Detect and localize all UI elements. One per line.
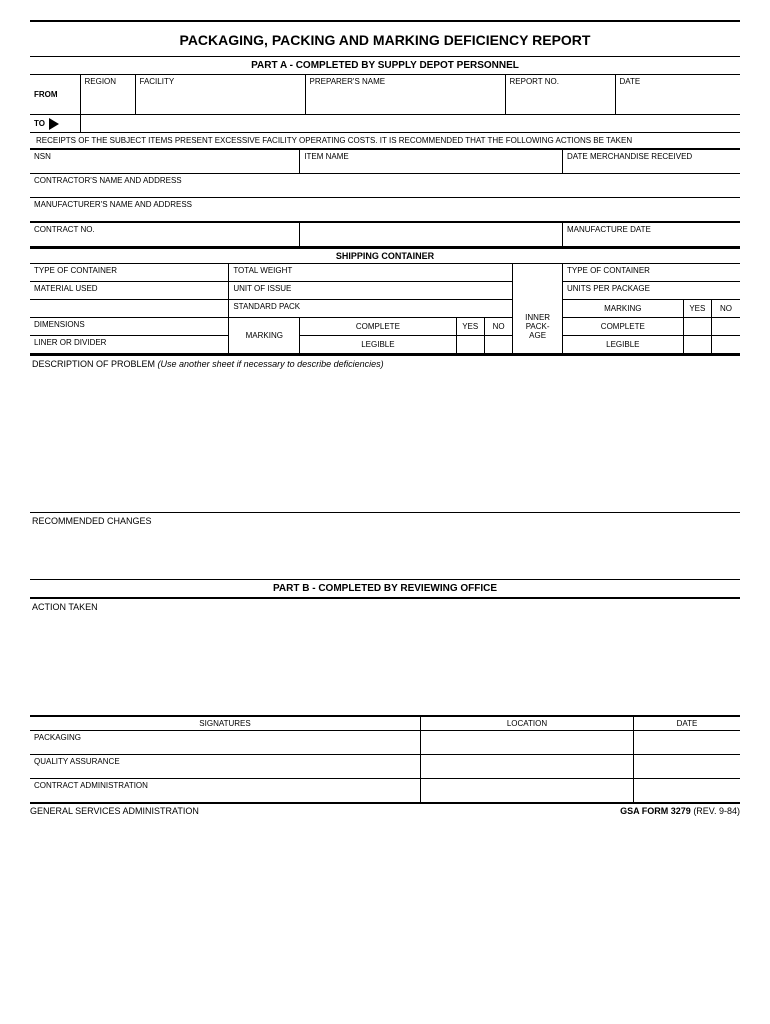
contract-admin-row[interactable]: CONTRACT ADMINISTRATION — [30, 779, 421, 803]
footer-right: GSA FORM 3279 (REV. 9-84) — [620, 806, 740, 816]
part-b-header: PART B - COMPLETED BY REVIEWING OFFICE — [30, 580, 740, 597]
action-taken-label: ACTION TAKEN — [30, 599, 740, 615]
triangle-icon — [49, 118, 59, 130]
no-header-2: NO — [712, 300, 740, 318]
legible-left: LEGIBLE — [300, 336, 456, 354]
qa-loc[interactable] — [421, 755, 634, 779]
manufacture-date-cell[interactable]: MANUFACTURE DATE — [562, 223, 740, 247]
to-label: TO — [30, 115, 80, 133]
receipts-note: RECEIPTS OF THE SUBJECT ITEMS PRESENT EX… — [30, 133, 740, 149]
facility-cell[interactable]: FACILITY — [135, 75, 305, 115]
standard-pack-cell[interactable]: STANDARD PACK — [229, 300, 513, 318]
loc-header: LOCATION — [421, 716, 634, 731]
shipping-table: TYPE OF CONTAINER TOTAL WEIGHT TYPE OF C… — [30, 263, 740, 354]
packaging-loc[interactable] — [421, 731, 634, 755]
footer: GENERAL SERVICES ADMINISTRATION GSA FORM… — [30, 804, 740, 816]
header-table: FROM REGION FACILITY PREPARER'S NAME REP… — [30, 74, 740, 149]
date-header: DATE — [634, 716, 741, 731]
rec-area[interactable] — [30, 529, 740, 579]
inner-package-label: INNER PACK-AGE — [513, 300, 563, 354]
shipping-header: SHIPPING CONTAINER — [30, 249, 740, 263]
yes-cell-r2[interactable] — [683, 336, 711, 354]
item-name-cell[interactable]: ITEM NAME — [300, 150, 563, 174]
material-used-cell[interactable]: MATERIAL USED — [30, 282, 229, 300]
contract-table: CONTRACT NO. MANUFACTURE DATE — [30, 222, 740, 247]
item-table: NSN ITEM NAME DATE MERCHANDISE RECEIVED … — [30, 149, 740, 222]
inner-spacer — [513, 264, 563, 300]
complete-left: COMPLETE — [300, 318, 456, 336]
qa-date[interactable] — [634, 755, 741, 779]
report-no-cell[interactable]: REPORT NO. — [505, 75, 615, 115]
no-header-1: NO — [484, 318, 512, 336]
contract-admin-loc[interactable] — [421, 779, 634, 803]
form-title: PACKAGING, PACKING AND MARKING DEFICIENC… — [30, 22, 740, 56]
contract-empty[interactable] — [300, 223, 563, 247]
action-area[interactable] — [30, 615, 740, 715]
to-cell[interactable] — [80, 115, 740, 133]
nsn-cell[interactable]: NSN — [30, 150, 300, 174]
date-merch-cell[interactable]: DATE MERCHANDISE RECEIVED — [562, 150, 740, 174]
from-label: FROM — [30, 75, 80, 115]
legible-right: LEGIBLE — [562, 336, 683, 354]
dimensions-cell[interactable]: DIMENSIONS — [30, 318, 229, 336]
no-cell-r1[interactable] — [712, 318, 740, 336]
yes-header-1: YES — [456, 318, 484, 336]
type-container-2[interactable]: TYPE OF CONTAINER — [562, 264, 740, 282]
date-cell[interactable]: DATE — [615, 75, 740, 115]
part-a-header: PART A - COMPLETED BY SUPPLY DEPOT PERSO… — [30, 57, 740, 74]
unit-issue-cell[interactable]: UNIT OF ISSUE — [229, 282, 513, 300]
complete-right: COMPLETE — [562, 318, 683, 336]
packaging-date[interactable] — [634, 731, 741, 755]
yes-cell-r1[interactable] — [683, 318, 711, 336]
qa-row[interactable]: QUALITY ASSURANCE — [30, 755, 421, 779]
marking-right-label: MARKING — [562, 300, 683, 318]
desc-area[interactable] — [30, 372, 740, 512]
empty-left[interactable] — [30, 300, 229, 318]
preparers-name-cell[interactable]: PREPARER'S NAME — [305, 75, 505, 115]
no-cell-l2[interactable] — [484, 336, 512, 354]
units-pkg-cell[interactable]: UNITS PER PACKAGE — [562, 282, 740, 300]
total-weight-cell[interactable]: TOTAL WEIGHT — [229, 264, 513, 282]
sig-header: SIGNATURES — [30, 716, 421, 731]
marking-left-label: MARKING — [229, 318, 300, 354]
contract-admin-date[interactable] — [634, 779, 741, 803]
no-cell-r2[interactable] — [712, 336, 740, 354]
manufacturer-cell[interactable]: MANUFACTURER'S NAME AND ADDRESS — [30, 198, 740, 222]
yes-header-2: YES — [683, 300, 711, 318]
footer-left: GENERAL SERVICES ADMINISTRATION — [30, 806, 199, 816]
region-cell[interactable]: REGION — [80, 75, 135, 115]
signatures-table: SIGNATURES LOCATION DATE PACKAGING QUALI… — [30, 715, 740, 804]
rec-changes-label: RECOMMENDED CHANGES — [30, 513, 740, 529]
liner-cell[interactable]: LINER OR DIVIDER — [30, 336, 229, 354]
contract-no-cell[interactable]: CONTRACT NO. — [30, 223, 300, 247]
packaging-row[interactable]: PACKAGING — [30, 731, 421, 755]
contractor-cell[interactable]: CONTRACTOR'S NAME AND ADDRESS — [30, 174, 740, 198]
desc-label: DESCRIPTION OF PROBLEM (Use another shee… — [30, 356, 740, 372]
type-container-1[interactable]: TYPE OF CONTAINER — [30, 264, 229, 282]
yes-cell-l2[interactable] — [456, 336, 484, 354]
